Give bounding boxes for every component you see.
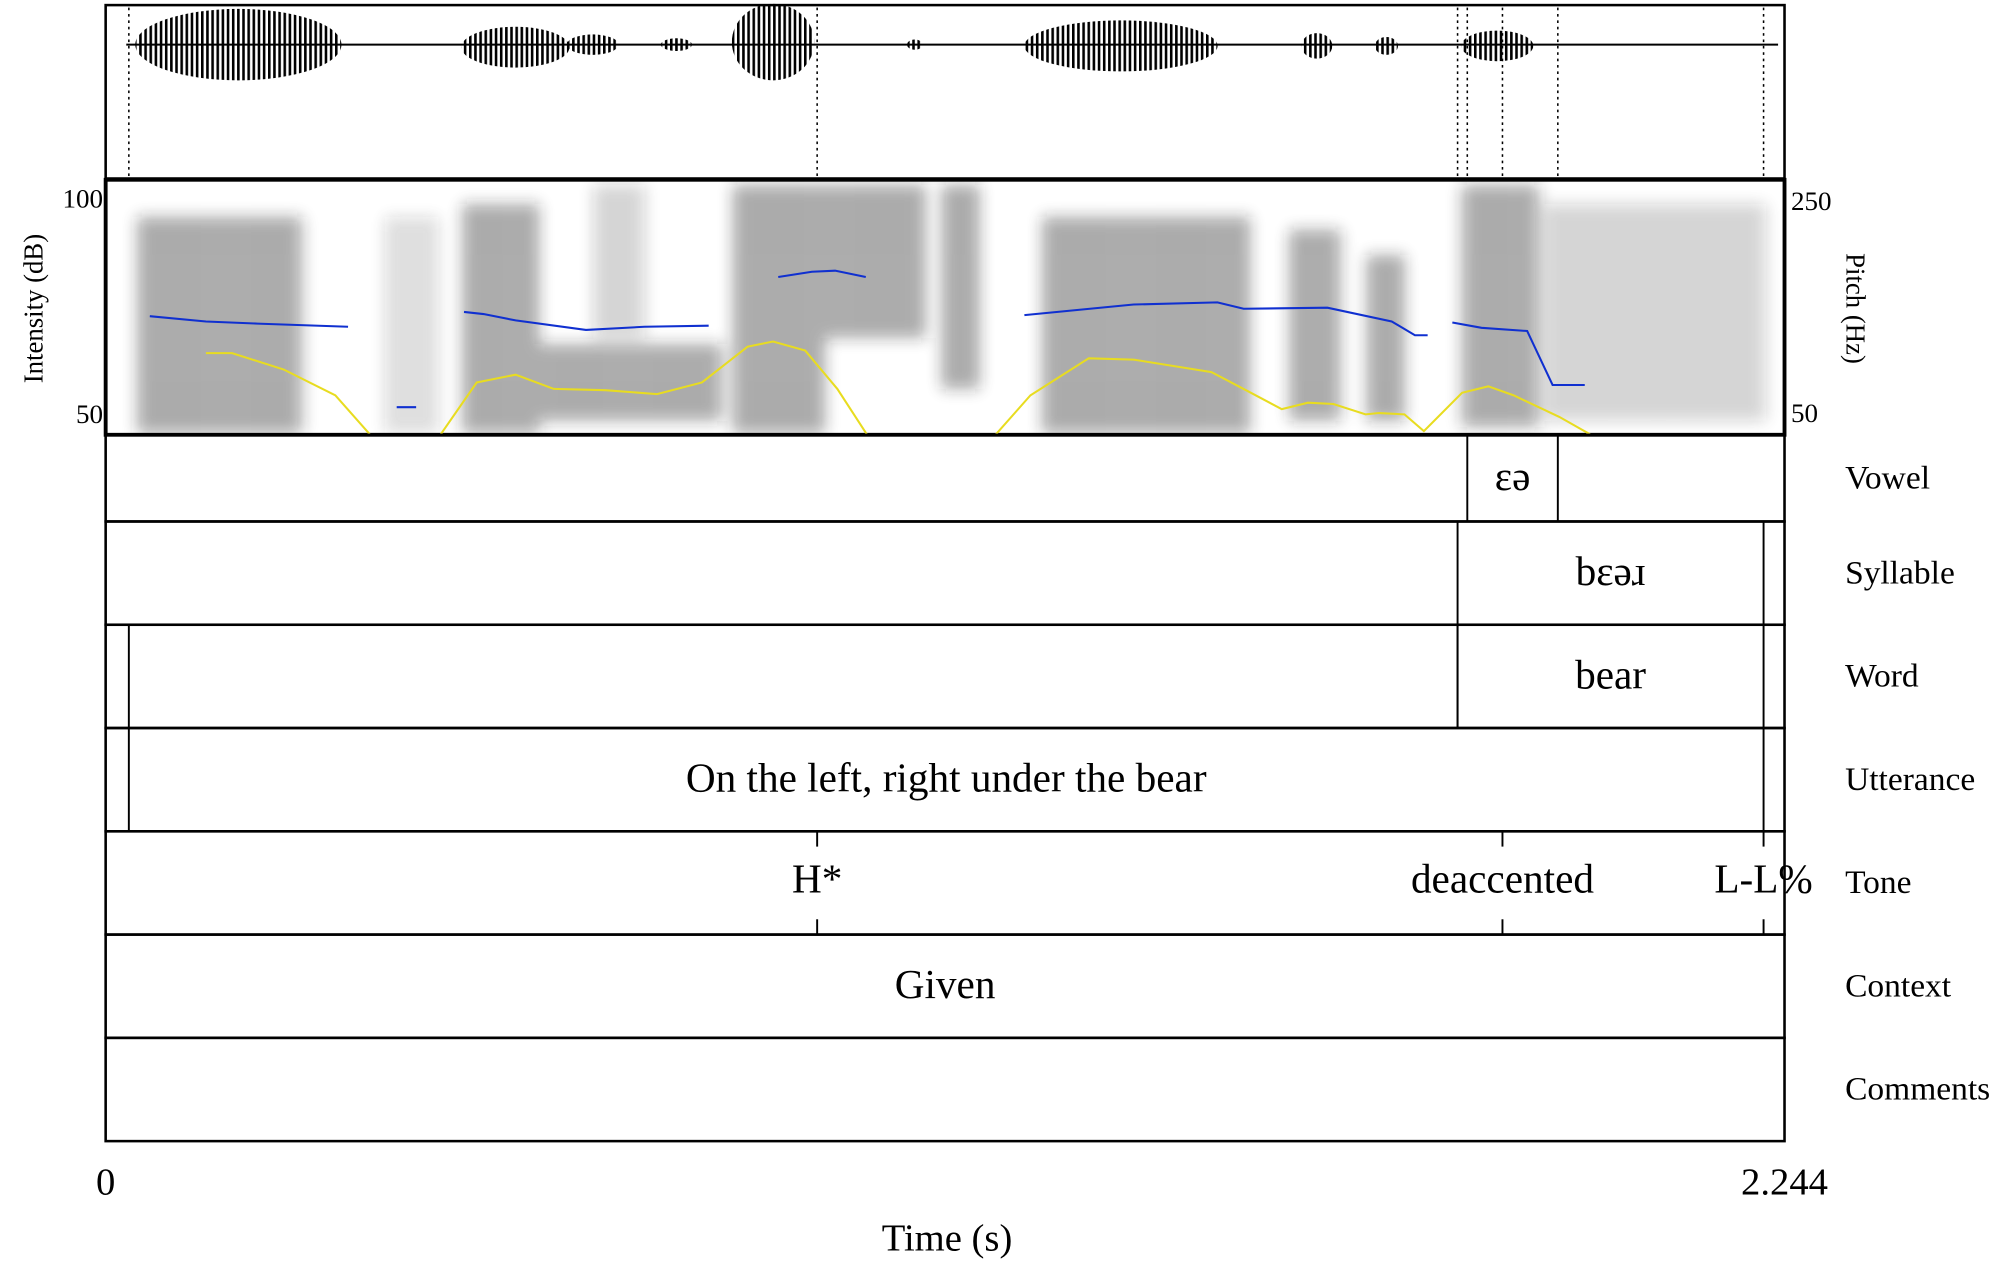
time-axis-label: Time (s) (882, 1218, 1013, 1260)
tier-frame (104, 623, 1786, 730)
interval-label: bɛəɹ (1576, 548, 1646, 594)
pitch-tick-label: 50 (1791, 398, 1818, 428)
tier-name: Context (1845, 968, 1952, 1005)
point-label: L-L% (1714, 855, 1812, 901)
tier-frame (104, 433, 1786, 523)
tier-name: Tone (1845, 864, 1911, 901)
intensity-contour-group (205, 340, 1594, 435)
interval-label: Given (895, 961, 996, 1007)
waveform (104, 3, 1786, 180)
tier-name: Utterance (1845, 761, 1975, 798)
tier-name: Comments (1845, 1071, 1990, 1108)
tier-name: Word (1845, 658, 1919, 695)
intensity-tick-label: 100 (63, 184, 104, 214)
tier-name: Vowel (1845, 459, 1930, 496)
tier-frame (104, 1036, 1786, 1143)
time-start-label: 0 (96, 1162, 115, 1204)
intensity-contour (205, 340, 1594, 435)
point-label: deaccented (1411, 855, 1594, 901)
interval-label: ɛə (1495, 453, 1531, 499)
pitch-axis-label: Pitch (Hz) (1841, 253, 1871, 364)
interval-label: On the left, right under the bear (686, 755, 1207, 801)
tier-name: Syllable (1845, 554, 1955, 591)
time-end-label: 2.244 (1741, 1162, 1828, 1204)
pitch-tick-label: 250 (1791, 186, 1832, 216)
pitch-contour (149, 269, 1585, 409)
intensity-tick-label: 50 (76, 399, 103, 429)
tier-frame (104, 520, 1786, 627)
interval-label: bear (1575, 651, 1646, 697)
pitch-contour-group (149, 269, 1585, 409)
spectrogram (135, 184, 1766, 434)
point-label: H* (792, 855, 842, 901)
intensity-axis-label: Intensity (dB) (18, 234, 48, 383)
